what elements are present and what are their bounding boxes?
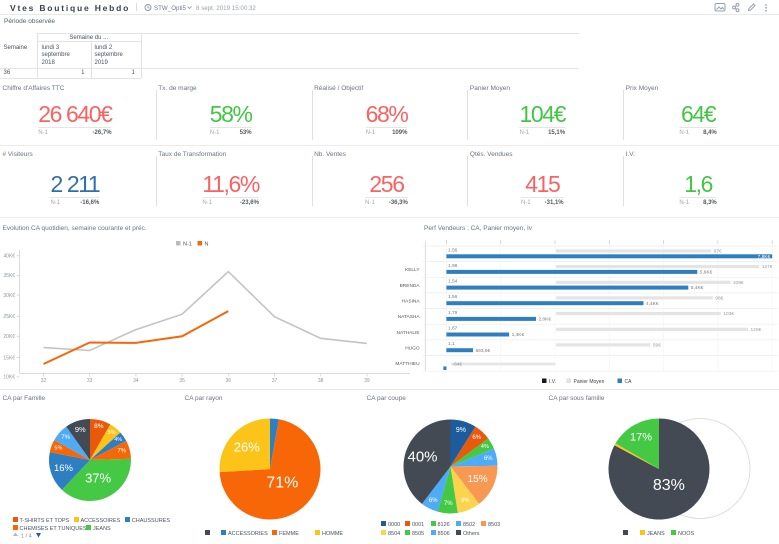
svg-text:I.V.: I.V. [549, 379, 556, 385]
svg-text:4%: 4% [481, 444, 489, 450]
svg-text:34: 34 [133, 378, 139, 384]
svg-text:10K€: 10K€ [3, 375, 15, 381]
svg-text:15%: 15% [468, 474, 488, 485]
svg-text:5,6K€: 5,6K€ [700, 270, 713, 276]
svg-text:1,67: 1,67 [448, 326, 458, 332]
svg-text:7%: 7% [61, 435, 70, 441]
svg-text:120€: 120€ [751, 327, 762, 333]
svg-text:2,0K€: 2,0K€ [539, 317, 552, 323]
svg-text:N: N [205, 242, 209, 248]
svg-text:103€: 103€ [723, 311, 734, 317]
svg-text:CA: CA [625, 379, 633, 385]
svg-text:16%: 16% [54, 463, 74, 474]
svg-text:1,79: 1,79 [448, 310, 458, 316]
svg-text:9%: 9% [75, 425, 86, 434]
svg-text:6%: 6% [484, 456, 493, 462]
svg-text:15K€: 15K€ [3, 355, 15, 361]
svg-text:-64€: -64€ [453, 362, 463, 368]
svg-text:35: 35 [179, 378, 185, 384]
svg-text:6%: 6% [429, 498, 438, 504]
svg-text:98€: 98€ [715, 296, 723, 302]
svg-text:HUGO: HUGO [405, 346, 420, 352]
svg-text:36: 36 [226, 378, 232, 384]
svg-text:35K€: 35K€ [3, 273, 15, 279]
svg-text:1,54: 1,54 [448, 279, 458, 285]
svg-text:127€: 127€ [762, 264, 773, 270]
svg-text:Panier Moyen: Panier Moyen [574, 379, 605, 385]
svg-text:8%: 8% [94, 423, 104, 430]
svg-text:1,98: 1,98 [448, 263, 458, 269]
svg-text:9%: 9% [456, 427, 466, 434]
svg-text:1,1: 1,1 [448, 341, 455, 347]
svg-text:59€: 59€ [653, 343, 661, 349]
svg-text:NATHALIE: NATHALIE [396, 330, 419, 336]
svg-text:38: 38 [318, 378, 324, 384]
svg-text:4,4K€: 4,4K€ [646, 301, 659, 307]
svg-text:5%: 5% [108, 430, 116, 436]
svg-text:1,4K€: 1,4K€ [512, 332, 525, 338]
svg-text:17%: 17% [630, 431, 652, 443]
svg-text:5,4K€: 5,4K€ [691, 285, 704, 291]
svg-text:BRENDA: BRENDA [400, 283, 421, 289]
svg-text:20K€: 20K€ [3, 334, 15, 340]
svg-text:83%: 83% [653, 477, 685, 494]
svg-text:30K€: 30K€ [3, 293, 15, 299]
svg-text:26%: 26% [234, 440, 260, 455]
svg-text:HASINA: HASINA [402, 299, 421, 305]
svg-text:KELLY: KELLY [405, 267, 420, 273]
svg-text:1,56: 1,56 [448, 294, 458, 300]
svg-text:1,56: 1,56 [448, 247, 458, 253]
svg-text:7%: 7% [444, 501, 453, 507]
svg-text:40%: 40% [407, 449, 437, 466]
svg-text:109€: 109€ [733, 280, 744, 286]
svg-text:5%: 5% [54, 445, 62, 451]
svg-text:8%: 8% [461, 498, 470, 504]
svg-text:4%: 4% [114, 437, 122, 443]
svg-text:593,6€: 593,6€ [476, 348, 491, 354]
svg-text:8 sept. 2019 15:00:32: 8 sept. 2019 15:00:32 [196, 5, 256, 12]
svg-text:6%: 6% [472, 435, 481, 441]
svg-text:39: 39 [364, 378, 370, 384]
svg-text:97€: 97€ [714, 249, 722, 255]
svg-text:1 / 4: 1 / 4 [21, 534, 32, 540]
svg-text:32: 32 [41, 378, 47, 384]
svg-text:STW_Opti5: STW_Opti5 [154, 5, 187, 12]
svg-text:40K€: 40K€ [3, 254, 15, 260]
svg-text:N-1: N-1 [183, 242, 192, 248]
svg-text:7,8K€: 7,8K€ [758, 254, 771, 260]
svg-text:7%: 7% [117, 449, 126, 455]
svg-text:37: 37 [272, 378, 278, 384]
svg-text:MATTHIEU: MATTHIEU [395, 361, 420, 367]
svg-text:71%: 71% [266, 474, 298, 491]
svg-text:NATASHA: NATASHA [398, 314, 421, 320]
svg-text:37%: 37% [85, 470, 111, 485]
svg-text:33: 33 [87, 378, 93, 384]
svg-text:25K€: 25K€ [3, 314, 15, 320]
